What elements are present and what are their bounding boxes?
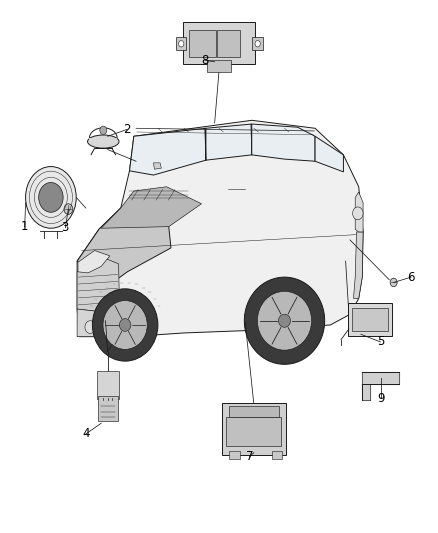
Text: 3: 3 xyxy=(62,221,69,234)
Circle shape xyxy=(39,182,63,212)
Ellipse shape xyxy=(92,289,158,361)
Ellipse shape xyxy=(88,135,119,148)
Text: 5: 5 xyxy=(377,335,384,349)
Polygon shape xyxy=(315,136,343,172)
FancyBboxPatch shape xyxy=(97,370,119,399)
Polygon shape xyxy=(355,192,363,232)
Text: 6: 6 xyxy=(407,271,415,284)
FancyBboxPatch shape xyxy=(184,22,254,64)
FancyBboxPatch shape xyxy=(217,30,240,56)
Polygon shape xyxy=(130,128,206,175)
Polygon shape xyxy=(353,232,363,298)
Circle shape xyxy=(353,207,363,220)
Polygon shape xyxy=(77,208,171,288)
Ellipse shape xyxy=(120,319,131,332)
Polygon shape xyxy=(89,138,117,140)
Text: 8: 8 xyxy=(201,54,209,67)
FancyBboxPatch shape xyxy=(207,60,231,72)
Circle shape xyxy=(85,321,95,334)
Ellipse shape xyxy=(103,301,147,349)
FancyBboxPatch shape xyxy=(348,303,392,336)
Polygon shape xyxy=(77,304,145,337)
Polygon shape xyxy=(78,251,110,273)
FancyBboxPatch shape xyxy=(272,451,283,459)
Ellipse shape xyxy=(244,277,325,365)
FancyBboxPatch shape xyxy=(176,37,187,50)
Ellipse shape xyxy=(258,292,311,350)
Text: 9: 9 xyxy=(377,392,384,405)
Circle shape xyxy=(25,166,76,228)
Polygon shape xyxy=(77,120,363,337)
Polygon shape xyxy=(153,163,161,169)
Polygon shape xyxy=(77,256,120,312)
FancyBboxPatch shape xyxy=(226,417,282,446)
Text: 1: 1 xyxy=(21,220,28,233)
FancyBboxPatch shape xyxy=(229,406,279,417)
Polygon shape xyxy=(252,124,315,161)
FancyBboxPatch shape xyxy=(252,37,263,50)
Ellipse shape xyxy=(279,314,290,327)
Text: 7: 7 xyxy=(246,450,253,463)
Circle shape xyxy=(179,41,184,47)
Circle shape xyxy=(100,126,107,134)
FancyBboxPatch shape xyxy=(222,402,286,455)
Circle shape xyxy=(64,204,73,214)
Polygon shape xyxy=(206,124,252,160)
FancyBboxPatch shape xyxy=(230,451,240,459)
FancyBboxPatch shape xyxy=(352,308,388,331)
Polygon shape xyxy=(101,187,201,228)
Circle shape xyxy=(390,278,397,287)
FancyBboxPatch shape xyxy=(98,396,118,421)
FancyBboxPatch shape xyxy=(189,30,216,56)
Circle shape xyxy=(255,41,260,47)
Text: 2: 2 xyxy=(124,123,131,136)
Text: 4: 4 xyxy=(82,427,90,440)
